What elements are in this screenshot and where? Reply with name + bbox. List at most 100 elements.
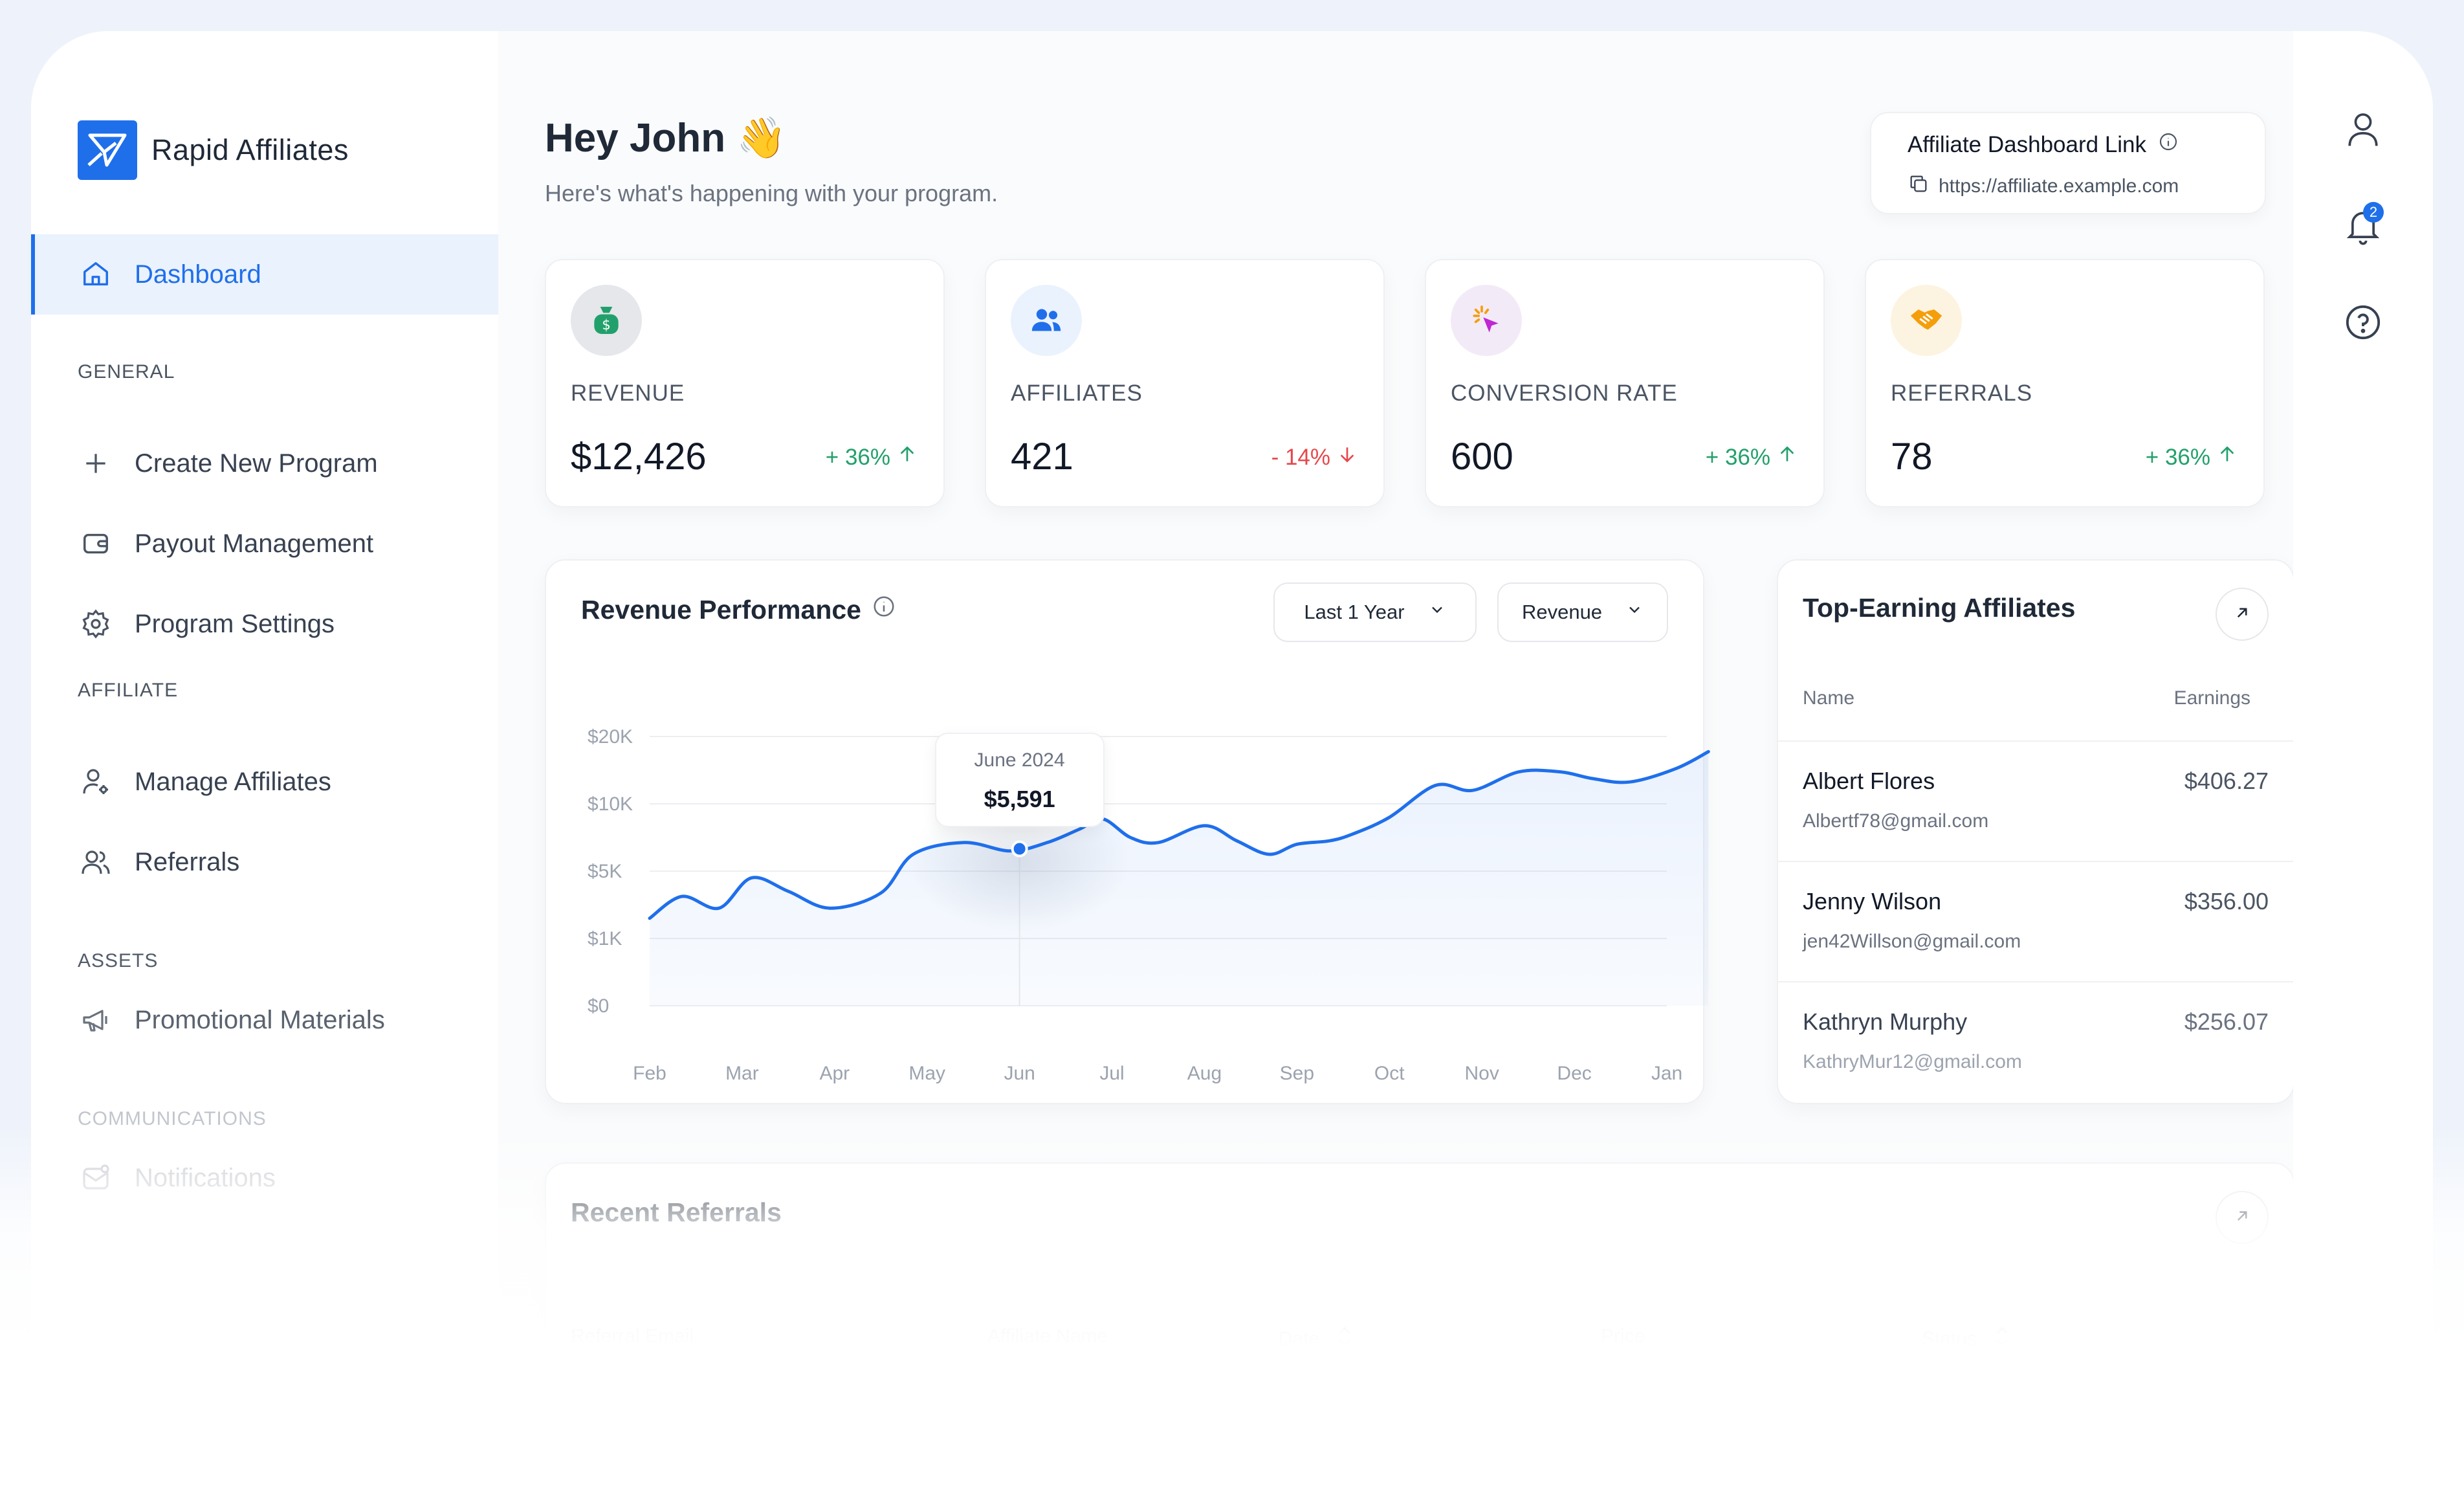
- stat-change: + 36%: [1706, 444, 1798, 471]
- sidebar-item-dashboard[interactable]: Dashboard: [31, 234, 498, 315]
- gear-icon: [78, 606, 114, 642]
- info-icon[interactable]: [872, 594, 896, 625]
- users-icon: [78, 844, 114, 880]
- brand[interactable]: Rapid Affiliates: [78, 120, 349, 180]
- stat-card-revenue: $ REVENUE $12,426 + 36%: [545, 259, 945, 507]
- expand-button[interactable]: [2216, 1191, 2269, 1244]
- range-select-value: Last 1 Year: [1304, 601, 1405, 623]
- sidebar-item-promotional[interactable]: Promotional Materials: [31, 980, 498, 1060]
- info-icon[interactable]: [2158, 131, 2179, 158]
- sidebar-item-notifications[interactable]: Notifications: [31, 1138, 498, 1218]
- metric-select[interactable]: Revenue: [1497, 582, 1668, 642]
- column-header-referral-email: Referral Email: [571, 1325, 694, 1347]
- dashboard-link-url[interactable]: https://affiliate.example.com: [1908, 173, 2179, 200]
- notification-badge: 2: [2363, 202, 2384, 223]
- user-icon[interactable]: [2337, 104, 2389, 155]
- table-row[interactable]: Albert Flores Albertf78@gmail.com $406.2…: [1778, 740, 2293, 861]
- bell-icon[interactable]: 2: [2337, 201, 2389, 252]
- app-window: Rapid Affiliates Dashboard GENERAL Creat…: [31, 31, 2433, 1486]
- help-icon[interactable]: [2337, 296, 2389, 348]
- highlight-point[interactable]: [1011, 840, 1028, 858]
- column-header-affiliate-name: Affiliate Name: [987, 1325, 1108, 1347]
- tooltip-value: $5,591: [984, 785, 1055, 812]
- page-title: Hey John 👋: [545, 114, 787, 162]
- sidebar-item-label: Manage Affiliates: [135, 767, 331, 796]
- page-subtitle: Here's what's happening with your progra…: [545, 180, 998, 206]
- column-header-name: Name: [1803, 687, 1855, 709]
- range-select[interactable]: Last 1 Year: [1273, 582, 1477, 642]
- stat-value: 421: [1011, 436, 1073, 478]
- wallet-icon: [78, 526, 114, 562]
- dashboard-link-label: Affiliate Dashboard Link: [1908, 131, 2147, 157]
- x-tick-label: Jul: [1099, 1063, 1124, 1084]
- stat-change: - 14%: [1271, 444, 1358, 471]
- x-tick-label: Aug: [1187, 1063, 1222, 1084]
- x-tick-label: May: [908, 1063, 945, 1084]
- expand-button[interactable]: [2216, 588, 2269, 641]
- sidebar-item-referrals[interactable]: Referrals: [31, 822, 498, 902]
- copy-icon[interactable]: [1908, 173, 1930, 200]
- logo-icon: [78, 120, 137, 180]
- money-bag-icon: $: [571, 285, 642, 356]
- area-fill: [650, 751, 1709, 1006]
- dashboard-link-card: Affiliate Dashboard Link https://affilia…: [1870, 112, 2266, 214]
- column-header-status[interactable]: Status: [1922, 1325, 2009, 1353]
- sort-icon[interactable]: [1995, 1325, 2009, 1353]
- sidebar-item-manage-affiliates[interactable]: Manage Affiliates: [31, 742, 498, 822]
- x-tick-label: Mar: [725, 1063, 759, 1084]
- affiliate-name: Jenny Wilson: [1803, 888, 1942, 915]
- column-header-earnings: Earnings: [2173, 687, 2250, 709]
- recent-referrals-panel: Recent Referrals Referral Email Affiliat…: [545, 1162, 2294, 1486]
- mail-icon: [78, 1160, 114, 1196]
- revenue-panel-title: Revenue Performance: [581, 594, 896, 625]
- home-icon: [78, 256, 114, 293]
- affiliate-email: Albertf78@gmail.com: [1803, 810, 1989, 832]
- megaphone-icon: [78, 1002, 114, 1038]
- sidebar-item-create-program[interactable]: Create New Program: [31, 423, 498, 504]
- stat-value: 78: [1891, 436, 1933, 478]
- table-row[interactable]: Kathryn Murphy KathryMur12@gmail.com $25…: [1778, 981, 2293, 1102]
- chevron-down-icon: [1428, 601, 1446, 624]
- main-content: Hey John 👋 Here's what's happening with …: [498, 31, 2294, 1486]
- table-row[interactable]: Jenny Wilson jen42Willson@gmail.com $356…: [1778, 861, 2293, 981]
- section-assets: ASSETS: [78, 950, 159, 971]
- arrow-up-right-icon: [2232, 603, 2252, 626]
- sort-icon[interactable]: [1337, 1325, 1352, 1353]
- affiliate-earnings: $256.07: [2184, 1008, 2269, 1035]
- y-tick-label: $10K: [588, 793, 633, 815]
- sidebar-item-payout[interactable]: Payout Management: [31, 504, 498, 584]
- wave-icon: 👋: [736, 114, 787, 161]
- stat-change-text: + 36%: [2145, 444, 2210, 470]
- x-tick-label: Jan: [1651, 1063, 1682, 1084]
- stat-card-referrals: REFERRALS 78 + 36%: [1865, 259, 2265, 507]
- column-header-date[interactable]: Date: [1279, 1325, 1352, 1353]
- revenue-chart[interactable]: $0 $1K $5K $10K $20K Feb Mar Apr May Jun Jul Aug Se…: [546, 560, 1710, 1105]
- x-tick-label: Dec: [1557, 1063, 1591, 1084]
- stat-label: CONVERSION RATE: [1451, 381, 1678, 406]
- revenue-line: [648, 749, 1710, 920]
- stat-value: 600: [1451, 436, 1513, 478]
- affiliate-name: Albert Flores: [1803, 768, 1935, 794]
- stat-label: REVENUE: [571, 381, 685, 406]
- stat-card-affiliates: AFFILIATES 421 - 14%: [985, 259, 1385, 507]
- column-header-price: Price: [1601, 1325, 1645, 1347]
- arrow-up-right-icon: [2232, 1206, 2252, 1229]
- sidebar-item-label: Notifications: [135, 1163, 276, 1192]
- chevron-down-icon: [1625, 601, 1644, 624]
- users-icon: [1011, 285, 1082, 356]
- sidebar-item-program-settings[interactable]: Program Settings: [31, 584, 498, 664]
- sidebar: Rapid Affiliates Dashboard GENERAL Creat…: [31, 31, 498, 1486]
- recent-referrals-title: Recent Referrals: [571, 1197, 782, 1227]
- section-general: GENERAL: [78, 361, 175, 383]
- affiliate-earnings: $356.00: [2184, 888, 2269, 915]
- x-tick-label: Oct: [1374, 1063, 1405, 1084]
- stat-change: + 36%: [2146, 444, 2238, 471]
- revenue-panel: Revenue Performance Last 1 Year Revenue: [545, 559, 1710, 1105]
- y-tick-label: $5K: [588, 861, 622, 882]
- y-tick-label: $20K: [588, 726, 633, 748]
- x-tick-label: Nov: [1465, 1063, 1499, 1084]
- sidebar-item-label: Program Settings: [135, 609, 335, 638]
- top-affiliates-title: Top-Earning Affiliates: [1803, 593, 2076, 623]
- stat-change: + 36%: [826, 444, 918, 471]
- stat-change-text: + 36%: [825, 444, 890, 470]
